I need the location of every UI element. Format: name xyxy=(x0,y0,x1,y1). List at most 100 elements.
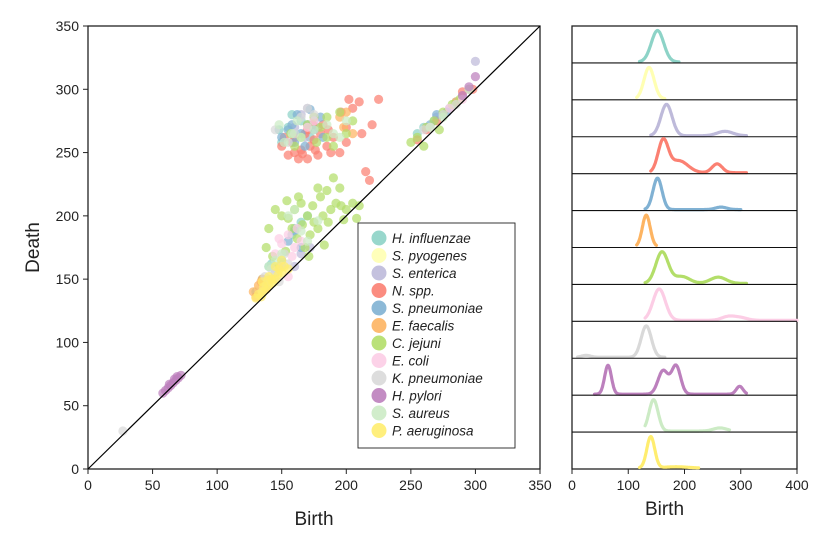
x-tick-label: 0 xyxy=(84,477,92,493)
data-point xyxy=(406,137,416,147)
density-e-coli xyxy=(572,283,799,322)
x-tick-label: 200 xyxy=(335,477,359,493)
legend-label: P. aeruginosa xyxy=(392,424,474,439)
legend-marker xyxy=(371,335,387,351)
data-point xyxy=(274,234,284,244)
data-point xyxy=(283,230,293,240)
y-tick-label: 150 xyxy=(56,271,80,287)
y-axis-title: Death xyxy=(23,222,44,273)
x-tick-label: 100 xyxy=(205,477,229,493)
legend-label: S. pneumoniae xyxy=(392,301,483,316)
x-tick-label: 50 xyxy=(145,477,161,493)
data-point xyxy=(319,240,329,250)
density-curve xyxy=(649,102,748,138)
legend-marker xyxy=(371,353,387,368)
x-tick-label: 250 xyxy=(399,477,423,493)
data-point xyxy=(264,261,274,272)
legend-label: H. influenzae xyxy=(392,231,471,246)
legend-marker xyxy=(371,265,387,281)
data-point xyxy=(293,192,304,202)
x-tick-label: 0 xyxy=(568,477,576,493)
data-point xyxy=(341,107,351,117)
legend-marker xyxy=(371,370,387,386)
y-tick-label: 350 xyxy=(56,18,80,34)
data-point xyxy=(297,149,307,159)
y-tick-label: 300 xyxy=(56,81,80,97)
data-point xyxy=(328,173,338,183)
density-s-enterica xyxy=(572,99,797,138)
data-point xyxy=(354,201,364,211)
data-point xyxy=(352,213,362,223)
density-curve xyxy=(637,434,701,470)
density-curve xyxy=(643,287,799,322)
legend-marker xyxy=(371,405,387,421)
data-point xyxy=(464,82,474,92)
data-point xyxy=(341,204,351,215)
density-panel: 0 100 200 300 400 Birth xyxy=(568,25,809,520)
density-e-faecalis xyxy=(572,210,797,247)
data-point xyxy=(302,236,313,246)
density-h-pylori xyxy=(572,357,797,396)
legend-entry: K. pneumoniae xyxy=(371,370,483,386)
legend-marker xyxy=(371,388,387,403)
legend-label: S. pyogenes xyxy=(392,249,467,264)
x-tick-label: 350 xyxy=(528,477,552,493)
data-point xyxy=(335,183,345,193)
diagonal-line xyxy=(87,25,541,470)
density-s-pneumoniae xyxy=(572,173,797,212)
scatter-ticks: 0 50 100 150 200 250 300 350 0 50 100 150 200 250 300 3… xyxy=(56,18,552,493)
density-s-pyogenes xyxy=(572,62,797,101)
data-point xyxy=(309,125,319,135)
data-point xyxy=(323,217,333,227)
data-point xyxy=(326,204,336,215)
data-point xyxy=(292,116,302,126)
legend-marker xyxy=(371,283,387,298)
density-curve xyxy=(637,28,681,64)
data-point xyxy=(367,120,377,130)
data-point xyxy=(328,141,338,151)
y-tick-label: 250 xyxy=(56,145,80,161)
x-tick-label: 400 xyxy=(785,477,809,493)
density-s-aureus xyxy=(572,394,797,433)
data-point xyxy=(313,216,323,226)
data-point xyxy=(270,261,280,272)
legend-entry: E. coli xyxy=(371,353,430,369)
legend-entry: H. influenzae xyxy=(371,230,471,246)
data-point xyxy=(270,204,280,215)
legend-entry: S. aureus xyxy=(371,405,450,421)
y-tick-label: 100 xyxy=(56,334,80,350)
data-point xyxy=(313,183,323,193)
data-point xyxy=(412,132,422,142)
data-point xyxy=(457,91,468,101)
data-point xyxy=(434,125,444,135)
x-tick-label: 150 xyxy=(270,477,294,493)
data-point xyxy=(335,148,345,158)
legend-marker xyxy=(371,248,387,263)
data-point xyxy=(172,372,182,382)
data-point xyxy=(322,185,332,196)
data-point xyxy=(339,215,349,225)
legend-label: S. enterica xyxy=(392,266,457,281)
data-point xyxy=(470,72,480,82)
legend-label: H. pylori xyxy=(392,389,443,404)
data-point xyxy=(344,94,354,104)
legend: H. influenzae S. pyogenes S. enterica N. sp… xyxy=(357,222,516,449)
data-point xyxy=(256,292,266,302)
legend-label: N. spp. xyxy=(392,284,435,299)
data-point xyxy=(277,211,287,221)
legend-label: K. pneumoniae xyxy=(392,371,483,386)
density-curve xyxy=(592,363,748,396)
y-tick-label: 0 xyxy=(71,461,79,477)
y-tick-label: 50 xyxy=(63,398,79,414)
data-point xyxy=(315,192,326,202)
data-point xyxy=(322,120,332,130)
x-tick-label: 300 xyxy=(464,477,488,493)
density-curve xyxy=(635,65,667,101)
data-point xyxy=(335,132,345,142)
data-point xyxy=(302,103,313,113)
data-point xyxy=(309,110,319,120)
density-k-pneumoniae xyxy=(572,320,797,359)
y-tick-label: 200 xyxy=(56,208,80,224)
data-point xyxy=(308,201,318,211)
